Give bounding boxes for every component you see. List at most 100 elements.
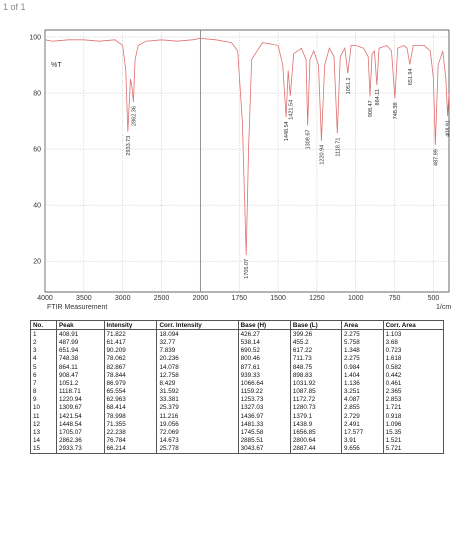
table-cell: 10	[30, 403, 57, 413]
table-cell: 0.723	[382, 346, 444, 355]
table-cell: 2	[30, 338, 57, 347]
peak-label: 1309.67	[306, 130, 312, 150]
table-cell: 0.918	[382, 412, 444, 421]
table-row: 15 2933.73 66.214 25.778 3043.67 2887.44 9.656…	[30, 444, 444, 454]
table-cell: 65.554	[103, 387, 157, 396]
table-cell: 61.417	[103, 338, 157, 347]
table-cell: 651.94	[55, 346, 105, 355]
table-cell: 487.99	[55, 338, 105, 347]
peak-label: 2862.36	[131, 106, 137, 126]
peak-label: 408.91	[446, 120, 452, 137]
y-tick-label: 40	[33, 203, 41, 210]
table-cell: 76.784	[103, 436, 157, 445]
table-cell: 2.729	[341, 412, 384, 421]
page-counter: 1 of 1	[3, 2, 26, 12]
table-cell: 2933.73	[55, 444, 105, 454]
table-cell: 426.27	[237, 329, 291, 339]
table-cell: 19.056	[156, 420, 239, 429]
table-cell: 5.721	[382, 444, 444, 454]
x-tick-label: 1500	[270, 295, 286, 302]
table-cell: 711.73	[289, 354, 342, 363]
x-tick-label: 3000	[115, 295, 131, 302]
table-cell: 17.577	[341, 428, 384, 437]
peak-label: 908.47	[368, 100, 374, 117]
x-tick-label: 2000	[193, 295, 209, 302]
table-cell: 1309.67	[55, 403, 105, 413]
table-cell: 3043.67	[237, 444, 291, 454]
peak-label: 748.38	[393, 102, 399, 119]
column-header: No.	[30, 320, 57, 331]
x-tick-label: 500	[428, 295, 440, 302]
table-cell: 8	[30, 387, 57, 396]
table-cell: 1253.73	[237, 395, 291, 404]
table-cell: 15	[30, 444, 57, 454]
table-cell: 2.365	[382, 387, 444, 396]
table-cell: 82.867	[103, 362, 157, 372]
x-tick-label: 1000	[348, 295, 364, 302]
table-cell: 1.521	[382, 436, 444, 445]
table-row: 7 1051.2 86.979 8.429 1066.64 1031.92 1.136 0.4…	[30, 379, 444, 388]
table-cell: 3	[30, 346, 57, 355]
column-header: Base (L)	[289, 320, 342, 331]
table-cell: 32.77	[156, 338, 239, 347]
table-cell: 1.136	[341, 379, 384, 388]
table-cell: 1280.73	[289, 403, 342, 413]
table-cell: 1481.33	[237, 420, 291, 429]
table-cell: 18.094	[156, 329, 239, 339]
table-cell: 1066.64	[237, 379, 291, 388]
table-cell: 4	[30, 354, 57, 363]
table-cell: 9	[30, 395, 57, 404]
table-cell: 2800.64	[289, 436, 342, 445]
chart: %T 1/cm FTIR Measurement 20 40 60 80 100 4000…	[29, 29, 452, 311]
x-tick-label: 2500	[154, 295, 170, 302]
table-cell: 78.998	[103, 412, 157, 421]
table-cell: 898.83	[289, 371, 342, 380]
table-row: 13 1705.07 22.238 72.069 1745.58 1656.85 17.57…	[30, 428, 444, 437]
table-cell: 11.216	[156, 412, 239, 421]
table-cell: 939.33	[237, 371, 291, 380]
peak-label: 1421.54	[288, 100, 294, 120]
table-cell: 1379.1	[289, 412, 342, 421]
table-row: 1 408.91 71.822 18.094 426.27 399.26 2.275 1.10…	[30, 329, 444, 339]
table-cell: 3.91	[341, 436, 384, 445]
table-cell: 71.822	[103, 329, 157, 339]
plot-frame	[44, 29, 450, 293]
table-cell: 1159.22	[237, 387, 291, 396]
table-cell: 848.75	[289, 362, 342, 372]
table-cell: 1448.54	[55, 420, 105, 429]
table-cell: 538.14	[237, 338, 291, 347]
table-cell: 7	[30, 379, 57, 388]
table-cell: 408.91	[55, 329, 105, 339]
table-cell: 1031.92	[289, 379, 342, 388]
table-cell: 14.673	[156, 436, 239, 445]
table-cell: 2862.36	[55, 436, 105, 445]
table-cell: 2.491	[341, 420, 384, 429]
column-header: Corr. Area	[382, 320, 444, 331]
peak-label: 1220.94	[319, 145, 325, 165]
table-cell: 748.38	[55, 354, 105, 363]
column-header: Corr. Intensity	[156, 320, 239, 331]
table-cell: 0.582	[382, 362, 444, 372]
table-cell: 12.758	[156, 371, 239, 380]
peak-label: 1705.07	[244, 259, 250, 279]
y-tick-label: 80	[33, 91, 41, 98]
table-cell: 1118.71	[55, 387, 105, 396]
table-cell: 14	[30, 436, 57, 445]
x-tick-label: 750	[389, 295, 401, 302]
table-cell: 15.35	[382, 428, 444, 437]
table-cell: 617.22	[289, 346, 342, 355]
table-row: 12 1448.54 71.355 19.056 1481.33 1438.9 2.491 1…	[30, 420, 444, 429]
table-row: 4 748.38 78.062 20.236 800.46 711.73 2.275 1.61…	[30, 354, 444, 363]
table-cell: 86.979	[103, 379, 157, 388]
table-cell: 66.214	[103, 444, 157, 454]
table-cell: 1656.85	[289, 428, 342, 437]
peak-label: 1118.71	[335, 138, 341, 157]
table-cell: 877.61	[237, 362, 291, 372]
table-cell: 14.078	[156, 362, 239, 372]
table-cell: 1.348	[341, 346, 384, 355]
table-row: 3 651.94 90.209 7.839 690.52 617.22 1.348 0.723	[30, 346, 444, 355]
table-row: 14 2862.36 76.784 14.673 2885.51 2800.64 3.91 1…	[30, 436, 444, 445]
y-tick-label: 20	[33, 259, 41, 266]
x-tick-label: 1250	[309, 295, 325, 302]
peak-table: No. Peak Intensity Corr. Intensity Base (H) B…	[30, 320, 444, 454]
